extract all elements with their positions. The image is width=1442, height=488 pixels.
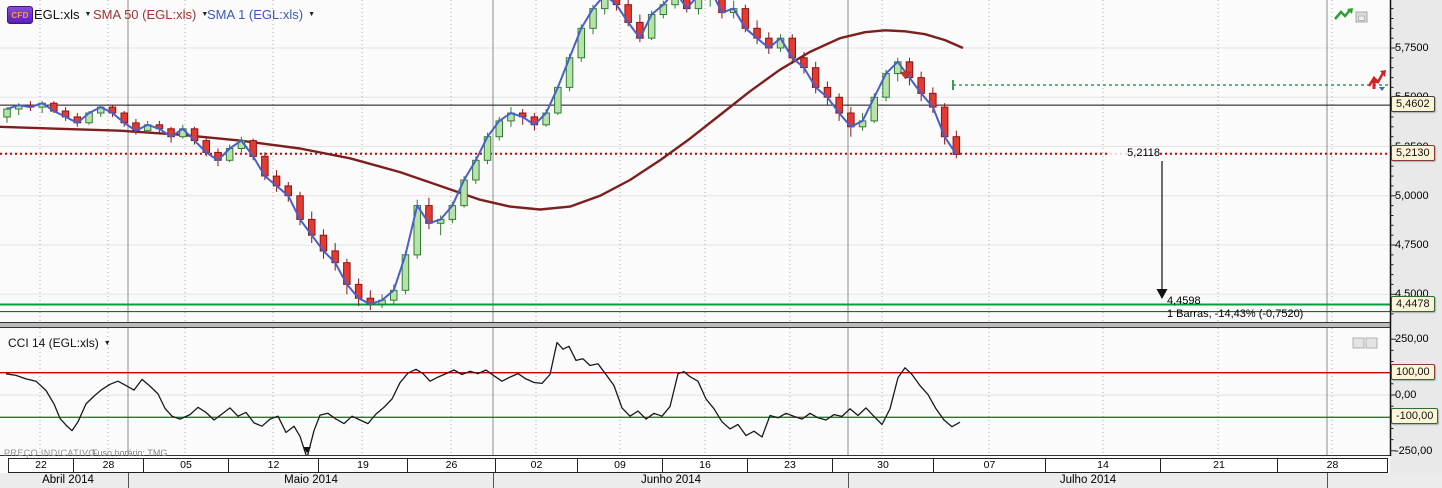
week-cell: 09 bbox=[577, 458, 662, 473]
week-cell: 02 bbox=[495, 458, 577, 473]
price-axis-label: 5,7500 bbox=[1395, 42, 1429, 54]
week-cell: 23 bbox=[747, 458, 832, 473]
chevron-down-icon: ▼ bbox=[103, 339, 111, 347]
week-cell: 22 bbox=[8, 458, 73, 473]
cci-indicator-menu[interactable]: CCI 14 (EGL:xls) ▼ bbox=[8, 336, 111, 350]
cfd-badge: CFD bbox=[7, 6, 33, 24]
measure-detail: 1 Barras, -14,43% (-0,7520) bbox=[1167, 308, 1304, 320]
price-level-tag[interactable]: 4,4478 bbox=[1391, 295, 1435, 312]
cci-axis-label: 0,00 bbox=[1395, 389, 1417, 401]
chevron-down-icon: ▼ bbox=[308, 11, 316, 18]
cci-axis-label: 250,00 bbox=[1395, 333, 1429, 346]
month-cell bbox=[1327, 473, 1388, 488]
price-axis-label: 4,7500 bbox=[1395, 239, 1429, 251]
price-level-tag[interactable]: 5,4602 bbox=[1391, 96, 1435, 113]
week-cell: 26 bbox=[407, 458, 495, 473]
week-cell: 21 bbox=[1160, 458, 1277, 473]
cci-level-tag[interactable]: -100,00 bbox=[1391, 408, 1439, 425]
week-cell: 16 bbox=[662, 458, 747, 473]
price-type-label: PREÇO INDICATIVO bbox=[4, 448, 96, 458]
instrument-label: EGL:xls bbox=[34, 7, 80, 22]
week-cell: 30 bbox=[832, 458, 933, 473]
week-cell: 28 bbox=[73, 458, 143, 473]
measure-start-price[interactable]: 5,2118 bbox=[1108, 147, 1160, 159]
week-cell: 14 bbox=[1045, 458, 1160, 473]
red-alert-zigzag-icon[interactable] bbox=[1367, 70, 1386, 91]
sma1-label: SMA 1 (EGL:xls) bbox=[207, 7, 304, 22]
month-cell: Junho 2014 bbox=[493, 473, 848, 488]
cci-axis-label: -250,00 bbox=[1395, 444, 1433, 457]
week-cell: 07 bbox=[933, 458, 1045, 473]
chevron-down-icon: ▼ bbox=[201, 11, 209, 18]
sma50-indicator-menu[interactable]: SMA 50 (EGL:xls) ▼ bbox=[93, 7, 208, 22]
week-cell: 05 bbox=[143, 458, 228, 473]
price-axis-label: 5,0000 bbox=[1395, 189, 1429, 202]
measure-end-price[interactable]: 4,4598 bbox=[1167, 295, 1201, 307]
green-trend-arrow-icon[interactable] bbox=[1334, 8, 1353, 20]
month-cell: Julho 2014 bbox=[848, 473, 1327, 488]
chevron-down-icon: ▼ bbox=[84, 11, 92, 18]
price-level-tag[interactable]: 5,2130 bbox=[1391, 144, 1435, 161]
panel-box-icon[interactable] bbox=[1355, 11, 1368, 23]
week-cell: 19 bbox=[318, 458, 407, 473]
week-cell: 28 bbox=[1277, 458, 1388, 473]
cci-mini-box-icon[interactable] bbox=[1352, 337, 1378, 349]
month-cell: Abril 2014 bbox=[42, 474, 94, 486]
month-cell: Maio 2014 bbox=[128, 473, 493, 488]
timezone-label: Fuso horário: TMG bbox=[92, 448, 168, 458]
sma1-indicator-menu[interactable]: SMA 1 (EGL:xls) ▼ bbox=[207, 7, 315, 22]
cci-level-tag[interactable]: 100,00 bbox=[1391, 363, 1435, 380]
week-cell: 12 bbox=[228, 458, 318, 473]
instrument-selector[interactable]: EGL:xls ▼ bbox=[34, 7, 91, 22]
sell-signal-marker bbox=[899, 71, 912, 80]
sma50-label: SMA 50 (EGL:xls) bbox=[93, 7, 197, 22]
cci-label: CCI 14 (EGL:xls) bbox=[8, 336, 99, 350]
